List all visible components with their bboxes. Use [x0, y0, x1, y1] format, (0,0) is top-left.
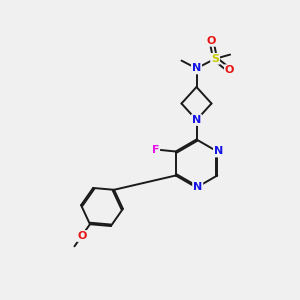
Text: N: N — [192, 115, 201, 125]
Text: F: F — [152, 145, 159, 155]
Text: O: O — [225, 65, 234, 75]
Text: O: O — [77, 231, 86, 241]
Text: N: N — [193, 182, 202, 193]
Text: N: N — [214, 146, 223, 157]
Text: N: N — [192, 63, 201, 74]
Text: O: O — [207, 36, 216, 46]
Text: S: S — [211, 54, 219, 64]
